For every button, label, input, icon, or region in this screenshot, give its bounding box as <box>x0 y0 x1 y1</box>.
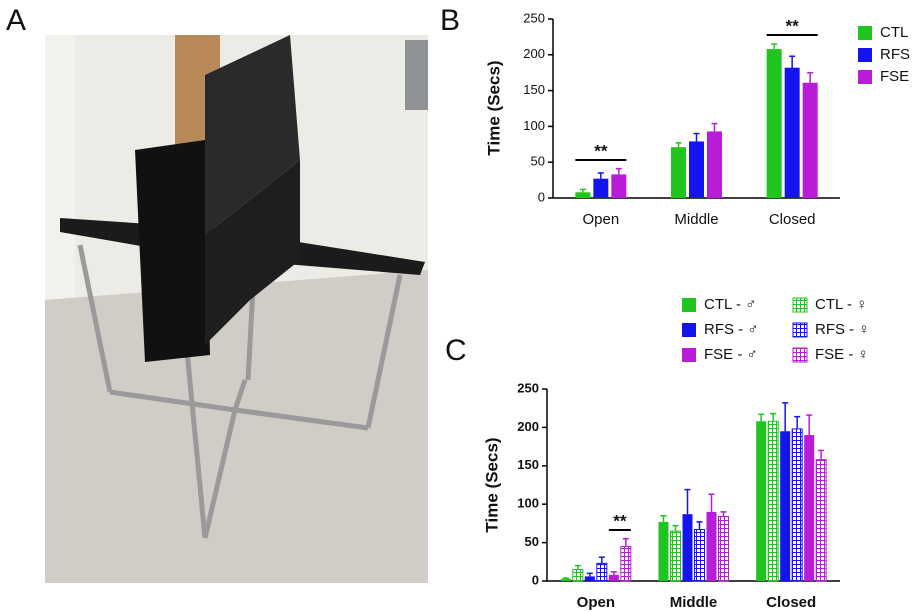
y-axis-label: Time (Secs) <box>484 60 503 155</box>
legend-label: FSE <box>880 68 909 85</box>
legend-label: FSE - ♀ <box>815 346 869 363</box>
legend-swatch <box>858 26 872 40</box>
bar <box>784 67 800 198</box>
panel-label: C <box>445 334 467 367</box>
y-axis-label: Time (Secs) <box>482 437 501 532</box>
bar <box>791 428 803 582</box>
legend-swatch <box>792 297 808 313</box>
panel-label: B <box>440 4 460 37</box>
bar <box>815 459 827 582</box>
legend-swatch <box>858 70 872 84</box>
legend-swatch <box>682 323 696 337</box>
legend-swatch <box>682 348 696 362</box>
x-tick-label: Open <box>577 594 615 611</box>
x-tick-label: Closed <box>766 594 816 611</box>
bar <box>611 174 627 198</box>
bar <box>572 568 584 582</box>
legend-label: RFS - ♀ <box>815 321 870 338</box>
legend-swatch <box>792 347 808 363</box>
bar <box>584 576 595 581</box>
bar <box>694 529 705 582</box>
bar <box>689 141 704 198</box>
legend-swatch <box>682 298 696 312</box>
floor <box>45 270 428 583</box>
legend-swatch <box>792 322 808 338</box>
bar <box>707 131 722 198</box>
closed-wall-2 <box>205 160 300 345</box>
bar <box>718 515 729 582</box>
bar <box>767 420 779 582</box>
bar <box>670 530 681 582</box>
bar <box>575 192 591 198</box>
y-tick-label: 50 <box>531 154 545 169</box>
bar <box>620 545 632 582</box>
legend-label: CTL <box>880 24 908 41</box>
bar <box>780 431 791 581</box>
x-tick-label: Closed <box>769 211 816 228</box>
bar <box>756 421 767 581</box>
y-tick-label: 200 <box>517 419 539 434</box>
significance-label: ** <box>613 511 627 530</box>
y-tick-label: 150 <box>517 457 539 472</box>
legend-label: FSE - ♂ <box>704 346 758 363</box>
photo <box>45 35 428 583</box>
y-tick-label: 200 <box>523 46 545 61</box>
y-tick-label: 0 <box>538 189 545 204</box>
legend-label: RFS - ♂ <box>704 321 759 338</box>
y-tick-label: 100 <box>523 118 545 133</box>
legend-swatch <box>858 48 872 62</box>
y-tick-label: 50 <box>525 534 539 549</box>
legend-label: CTL - ♂ <box>704 296 756 313</box>
significance-label: ** <box>786 16 800 35</box>
bar <box>658 521 669 581</box>
y-tick-label: 250 <box>517 380 539 395</box>
y-tick-label: 150 <box>523 82 545 97</box>
bar <box>682 514 693 581</box>
y-tick-label: 100 <box>517 496 539 511</box>
bar <box>804 435 815 581</box>
legend-label: CTL - ♀ <box>815 296 867 313</box>
bar <box>671 147 686 198</box>
x-tick-label: Middle <box>670 594 718 611</box>
bar <box>593 178 609 198</box>
panel-label: A <box>6 4 26 37</box>
closed-arm <box>135 140 210 362</box>
y-tick-label: 250 <box>523 10 545 25</box>
closed-wall <box>205 35 300 235</box>
bar <box>802 82 818 198</box>
bar <box>596 562 608 582</box>
bar <box>560 578 571 581</box>
y-tick-label: 0 <box>532 572 539 587</box>
bar <box>706 511 717 581</box>
significance-label: ** <box>594 141 608 160</box>
bar <box>766 49 782 199</box>
x-tick-label: Middle <box>674 211 718 228</box>
x-tick-label: Open <box>582 211 619 228</box>
panel <box>405 40 428 110</box>
bar <box>608 574 619 581</box>
legs <box>77 244 403 539</box>
legend-label: RFS <box>880 46 910 63</box>
